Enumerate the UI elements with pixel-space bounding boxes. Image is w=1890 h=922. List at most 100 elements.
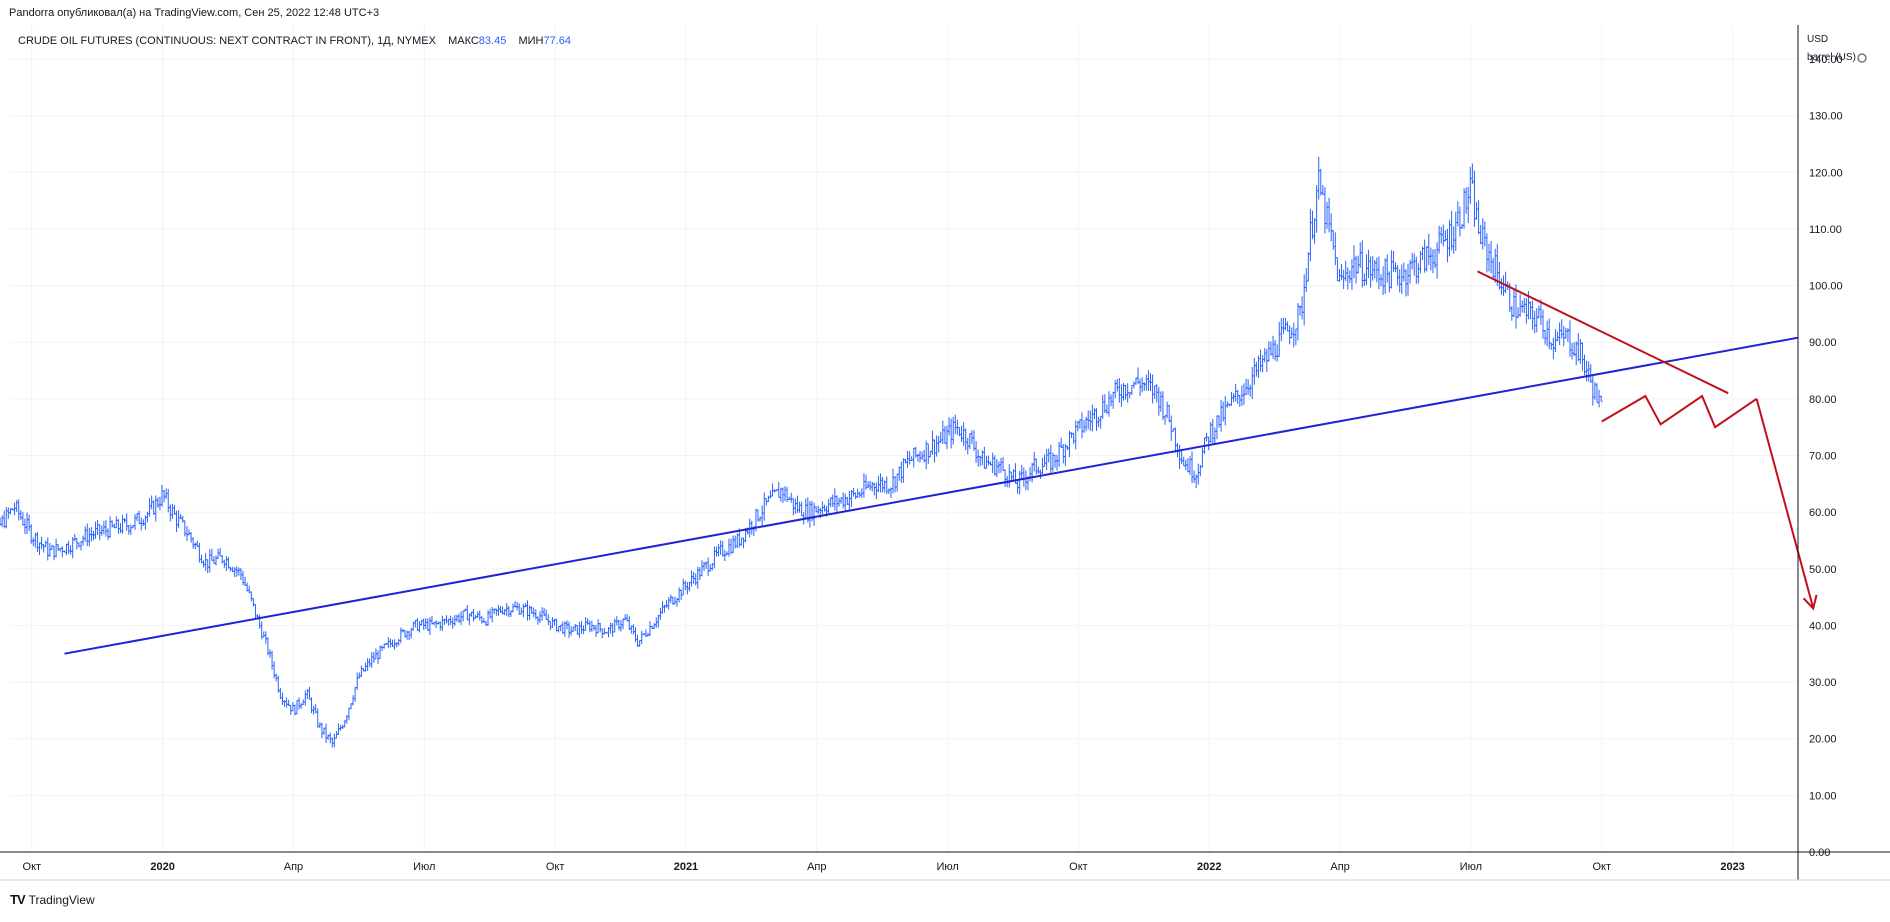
price-bar	[1580, 342, 1584, 371]
price-bar	[982, 446, 986, 469]
price-bar	[544, 609, 548, 621]
price-bar	[822, 504, 826, 512]
price-bar	[968, 433, 972, 450]
price-bar	[1369, 256, 1373, 288]
price-bar	[1059, 437, 1063, 448]
price-bar	[1007, 464, 1011, 488]
price-bar	[1383, 258, 1387, 294]
price-bar	[127, 524, 131, 535]
price-bar	[226, 557, 230, 569]
price-bar	[121, 514, 125, 534]
price-bar	[2, 510, 6, 529]
price-bar	[1018, 470, 1022, 495]
price-bar	[1196, 463, 1200, 485]
price-bar	[1302, 274, 1306, 326]
brand-name: TradingView	[28, 892, 95, 907]
price-bar	[77, 542, 81, 548]
price-bar	[170, 503, 174, 519]
price-bar	[1524, 297, 1528, 324]
price-bar	[1074, 420, 1078, 450]
x-tick-label: Окт	[546, 861, 565, 873]
price-bar	[332, 733, 336, 748]
price-bar	[1036, 466, 1040, 474]
price-bar	[1522, 298, 1526, 313]
price-bar	[1381, 266, 1385, 296]
x-tick-label: 2023	[1720, 861, 1744, 873]
price-bar	[393, 639, 397, 650]
price-bar	[21, 511, 25, 526]
price-bar	[687, 581, 691, 592]
y-tick-label: 120.00	[1809, 167, 1843, 179]
price-bar	[1570, 342, 1574, 360]
price-bar	[355, 672, 359, 690]
price-bar	[496, 605, 500, 616]
price-bar	[461, 610, 465, 622]
price-bar	[418, 621, 422, 633]
price-bar	[1277, 321, 1281, 357]
price-bar	[1016, 479, 1020, 494]
price-bar	[23, 518, 27, 535]
price-bar	[702, 561, 706, 571]
price-bar	[1192, 470, 1196, 483]
price-bar	[264, 631, 268, 644]
price-bar	[561, 621, 565, 634]
price-bar	[1487, 243, 1491, 272]
price-bar	[677, 587, 681, 603]
price-bar	[1061, 444, 1065, 464]
price-bar	[571, 626, 575, 632]
price-bar	[901, 458, 905, 483]
x-tick-label: 2020	[150, 861, 174, 873]
price-bar	[1236, 389, 1240, 404]
price-bar	[987, 455, 991, 466]
price-bar	[280, 692, 284, 705]
price-bar	[1290, 327, 1294, 339]
price-bar	[1304, 268, 1308, 292]
price-bar	[1427, 233, 1431, 265]
price-bar	[368, 658, 372, 668]
price-bar	[1396, 265, 1400, 286]
price-bar	[1435, 242, 1439, 279]
price-bar	[0, 515, 4, 528]
price-bar	[766, 495, 770, 503]
x-tick-label: Июл	[936, 861, 958, 873]
x-tick-label: Июл	[1460, 861, 1482, 873]
price-bar	[189, 532, 193, 543]
tradingview-brand[interactable]: TV TradingView	[10, 892, 95, 907]
price-bar	[222, 559, 226, 568]
price-bar	[1300, 296, 1304, 320]
price-bar	[1221, 401, 1225, 422]
price-bar	[640, 630, 644, 645]
price-bar	[1481, 218, 1485, 250]
price-bar	[1254, 361, 1258, 377]
price-bar	[1531, 300, 1535, 330]
price-bar	[67, 540, 71, 554]
price-bar	[1325, 201, 1329, 229]
price-bar	[997, 461, 1001, 474]
price-bar	[1348, 270, 1352, 283]
price-bar	[1223, 396, 1227, 426]
price-bar	[960, 425, 964, 442]
price-bar	[108, 516, 112, 538]
price-bar	[75, 538, 79, 550]
price-bar	[727, 538, 731, 557]
price-bar	[636, 634, 640, 647]
price-bar	[1188, 456, 1192, 475]
symbol-legend: CRUDE OIL FUTURES (CONTINUOUS: NEXT CONT…	[18, 35, 571, 47]
price-bar	[1296, 303, 1300, 341]
price-bar	[1450, 210, 1454, 251]
price-bar	[862, 473, 866, 498]
price-bar	[465, 605, 469, 621]
price-bar	[359, 665, 363, 678]
price-bar	[854, 492, 858, 500]
price-bar	[760, 505, 764, 526]
price-bar	[723, 549, 727, 562]
price-bar	[1003, 469, 1007, 488]
price-bar	[540, 607, 544, 621]
price-bar	[721, 541, 725, 557]
price-bar	[588, 620, 592, 633]
price-bar	[399, 627, 403, 644]
price-bar	[1200, 447, 1204, 468]
price-bar	[694, 573, 698, 586]
